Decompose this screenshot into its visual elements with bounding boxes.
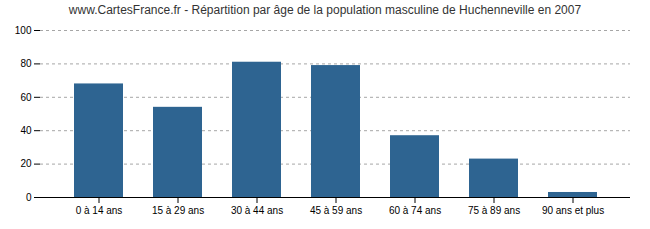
svg-text:0 à 14 ans: 0 à 14 ans	[76, 205, 123, 216]
svg-text:30 à 44 ans: 30 à 44 ans	[231, 205, 283, 216]
svg-text:0: 0	[26, 192, 32, 203]
svg-text:75 à 89 ans: 75 à 89 ans	[468, 205, 520, 216]
html-text:www.CartesFrance.fr - Répartit: www.CartesFrance.fr - Répartition par âg…	[68, 3, 582, 17]
svg-text:40: 40	[20, 125, 32, 136]
svg-text:20: 20	[20, 158, 32, 169]
svg-text:80: 80	[20, 58, 32, 69]
svg-text:15 à 29 ans: 15 à 29 ans	[152, 205, 204, 216]
svg-text:60 à 74 ans: 60 à 74 ans	[389, 205, 441, 216]
svg-text:100: 100	[15, 25, 32, 36]
svg-text:45 à 59 ans: 45 à 59 ans	[310, 205, 362, 216]
svg-text:60: 60	[20, 92, 32, 103]
svg-text:90 ans et plus: 90 ans et plus	[542, 205, 604, 216]
